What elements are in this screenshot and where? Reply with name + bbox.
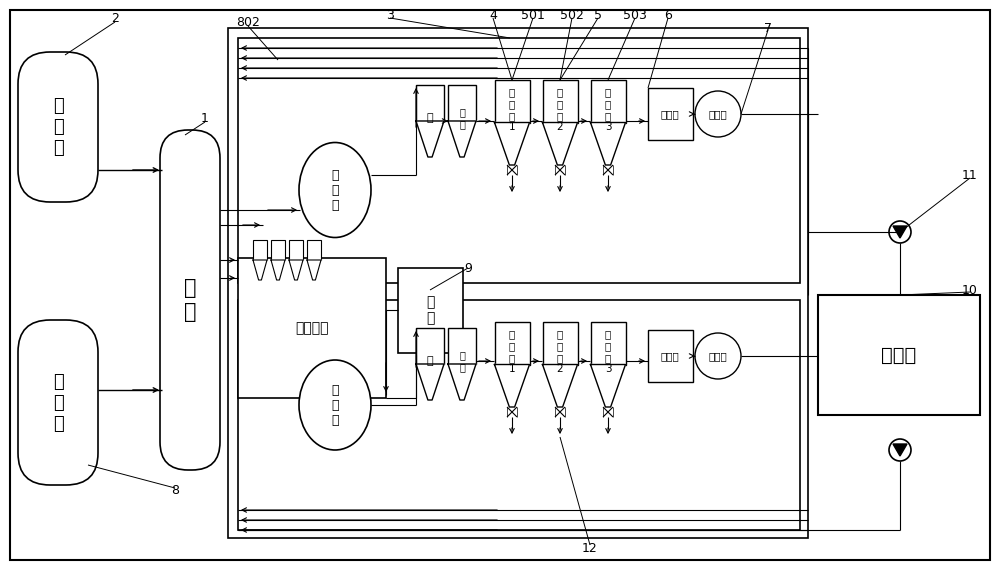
Text: 除渣装置: 除渣装置 xyxy=(295,321,329,335)
Polygon shape xyxy=(448,121,476,157)
Text: 打
浆
池: 打 浆 池 xyxy=(53,97,63,157)
Bar xyxy=(448,328,476,364)
Text: 5: 5 xyxy=(594,9,602,22)
Polygon shape xyxy=(307,260,321,280)
Text: 1: 1 xyxy=(201,112,209,125)
Text: 6: 6 xyxy=(664,9,672,22)
Text: 503: 503 xyxy=(623,9,647,22)
Text: 3: 3 xyxy=(386,9,394,22)
Bar xyxy=(648,330,693,382)
Bar xyxy=(542,80,578,122)
Ellipse shape xyxy=(889,439,911,461)
Polygon shape xyxy=(448,364,476,400)
Text: 4: 4 xyxy=(489,9,497,22)
Text: 9: 9 xyxy=(464,262,472,274)
Polygon shape xyxy=(893,444,907,456)
Polygon shape xyxy=(416,364,444,400)
Polygon shape xyxy=(289,260,303,280)
Text: 次: 次 xyxy=(427,113,433,123)
Bar xyxy=(494,322,530,365)
Bar xyxy=(271,240,285,260)
Text: 漂
浮
桶
2: 漂 浮 桶 2 xyxy=(557,88,563,133)
Bar xyxy=(590,322,626,365)
FancyBboxPatch shape xyxy=(18,52,98,202)
Text: 次: 次 xyxy=(427,356,433,366)
Text: 收料池: 收料池 xyxy=(661,109,679,119)
Polygon shape xyxy=(590,122,626,165)
Text: 12: 12 xyxy=(582,542,598,555)
Bar xyxy=(398,268,463,353)
Text: 802: 802 xyxy=(236,15,260,28)
Text: 总
池: 总 池 xyxy=(184,278,196,321)
Polygon shape xyxy=(253,260,267,280)
Text: 除
渣: 除 渣 xyxy=(459,107,465,129)
Polygon shape xyxy=(494,365,530,407)
Text: 打
浆
池: 打 浆 池 xyxy=(53,373,63,433)
Text: 8: 8 xyxy=(171,484,179,497)
Text: 甩干机: 甩干机 xyxy=(709,109,727,119)
Text: 漂
浮
桶
3: 漂 浮 桶 3 xyxy=(605,88,611,133)
Text: 漂
浮
桶
3: 漂 浮 桶 3 xyxy=(605,329,611,374)
Bar xyxy=(494,80,530,122)
Text: 分
浆
池: 分 浆 池 xyxy=(331,168,339,212)
Bar xyxy=(818,295,980,415)
FancyBboxPatch shape xyxy=(18,320,98,485)
Text: 501: 501 xyxy=(521,9,545,22)
Bar xyxy=(238,300,800,530)
Text: 回水池: 回水池 xyxy=(881,345,917,365)
Bar xyxy=(238,38,800,283)
Polygon shape xyxy=(542,365,578,407)
Polygon shape xyxy=(542,122,578,165)
Bar xyxy=(416,85,444,121)
Ellipse shape xyxy=(299,360,371,450)
Polygon shape xyxy=(494,122,530,165)
Text: 7: 7 xyxy=(764,22,772,35)
Bar xyxy=(238,258,386,398)
Bar xyxy=(416,328,444,364)
Text: 水
箱: 水 箱 xyxy=(426,295,434,325)
Bar xyxy=(648,88,693,140)
Text: 甩干机: 甩干机 xyxy=(709,351,727,361)
Text: 11: 11 xyxy=(962,168,978,182)
Text: 漂
浮
桶
1: 漂 浮 桶 1 xyxy=(509,88,515,133)
Text: 502: 502 xyxy=(560,9,584,22)
Bar xyxy=(307,240,321,260)
Text: 收料池: 收料池 xyxy=(661,351,679,361)
Bar xyxy=(253,240,267,260)
Ellipse shape xyxy=(889,221,911,243)
Bar xyxy=(590,80,626,122)
Text: 漂
浮
桶
1: 漂 浮 桶 1 xyxy=(509,329,515,374)
Ellipse shape xyxy=(695,333,741,379)
Ellipse shape xyxy=(299,142,371,237)
Text: 2: 2 xyxy=(111,11,119,24)
Polygon shape xyxy=(271,260,285,280)
Polygon shape xyxy=(416,121,444,157)
Bar xyxy=(228,28,808,538)
Text: 10: 10 xyxy=(962,283,978,296)
Polygon shape xyxy=(590,365,626,407)
Polygon shape xyxy=(893,226,907,238)
Text: 漂
浮
桶
2: 漂 浮 桶 2 xyxy=(557,329,563,374)
Ellipse shape xyxy=(695,91,741,137)
Bar xyxy=(289,240,303,260)
Text: 分
浆
池: 分 浆 池 xyxy=(331,384,339,427)
Text: 除
渣: 除 渣 xyxy=(459,350,465,372)
FancyBboxPatch shape xyxy=(160,130,220,470)
Bar xyxy=(542,322,578,365)
Bar xyxy=(448,85,476,121)
